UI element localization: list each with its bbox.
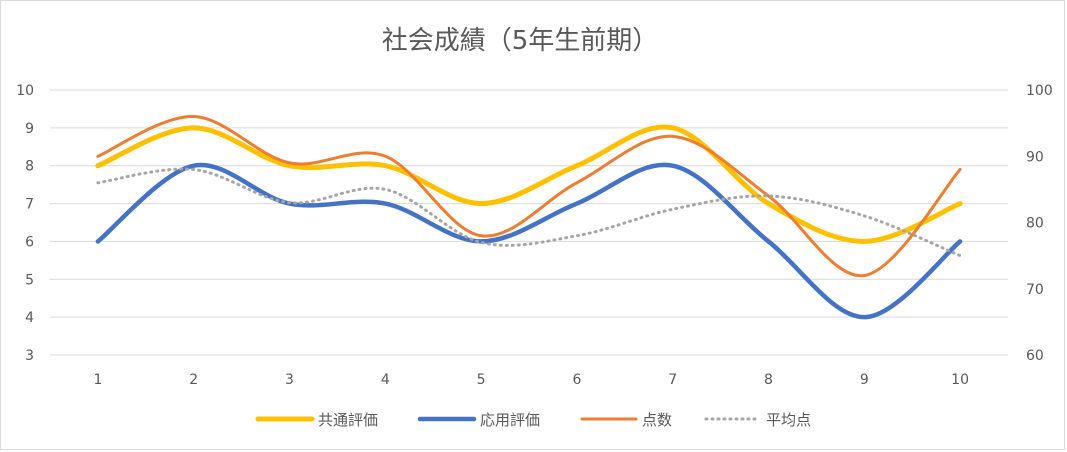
legend-label: 共通評価 [318, 411, 378, 429]
y-right-tick-label: 70 [1026, 282, 1044, 298]
series-line-4 [96, 167, 962, 258]
y-left-tick-label: 8 [25, 159, 34, 175]
x-axis: 1 2 3 4 5 6 7 8 9 10 [93, 372, 969, 388]
y-left-tick-label: 4 [25, 310, 34, 326]
y-axis-left: 3 4 5 6 7 8 9 10 [16, 83, 34, 364]
legend-label: 応用評価 [480, 411, 540, 429]
legend-label: 平均点 [766, 411, 811, 429]
y-right-tick-label: 90 [1026, 149, 1044, 165]
y-axis-right: 60 70 80 90 100 [1026, 83, 1053, 364]
x-tick-label: 7 [668, 372, 677, 388]
y-left-tick-label: 9 [25, 121, 34, 137]
series-line-3 [96, 114, 962, 278]
x-tick-label: 6 [572, 372, 581, 388]
legend: 共通評価 応用評価 点数 平均点 [255, 411, 811, 429]
gridlines [50, 89, 1008, 356]
x-tick-label: 9 [860, 372, 869, 388]
x-tick-label: 3 [285, 372, 294, 388]
x-tick-label: 10 [951, 372, 969, 388]
series-lines [95, 114, 963, 320]
y-left-tick-label: 10 [16, 83, 34, 99]
chart-title: 社会成績（5年生前期） [382, 26, 659, 56]
x-tick-label: 2 [189, 372, 198, 388]
y-left-tick-label: 3 [25, 348, 34, 364]
series-line-2 [95, 162, 963, 320]
y-left-tick-label: 6 [25, 234, 34, 250]
series-line-1 [95, 124, 963, 244]
y-left-tick-label: 5 [25, 272, 34, 288]
x-tick-label: 1 [93, 372, 102, 388]
y-left-tick-label: 7 [25, 197, 34, 213]
x-tick-label: 8 [764, 372, 773, 388]
legend-label: 点数 [642, 411, 672, 429]
x-tick-label: 4 [381, 372, 390, 388]
x-tick-label: 5 [477, 372, 486, 388]
y-right-tick-label: 100 [1026, 83, 1053, 99]
y-right-tick-label: 80 [1026, 216, 1044, 232]
y-right-tick-label: 60 [1026, 348, 1044, 364]
